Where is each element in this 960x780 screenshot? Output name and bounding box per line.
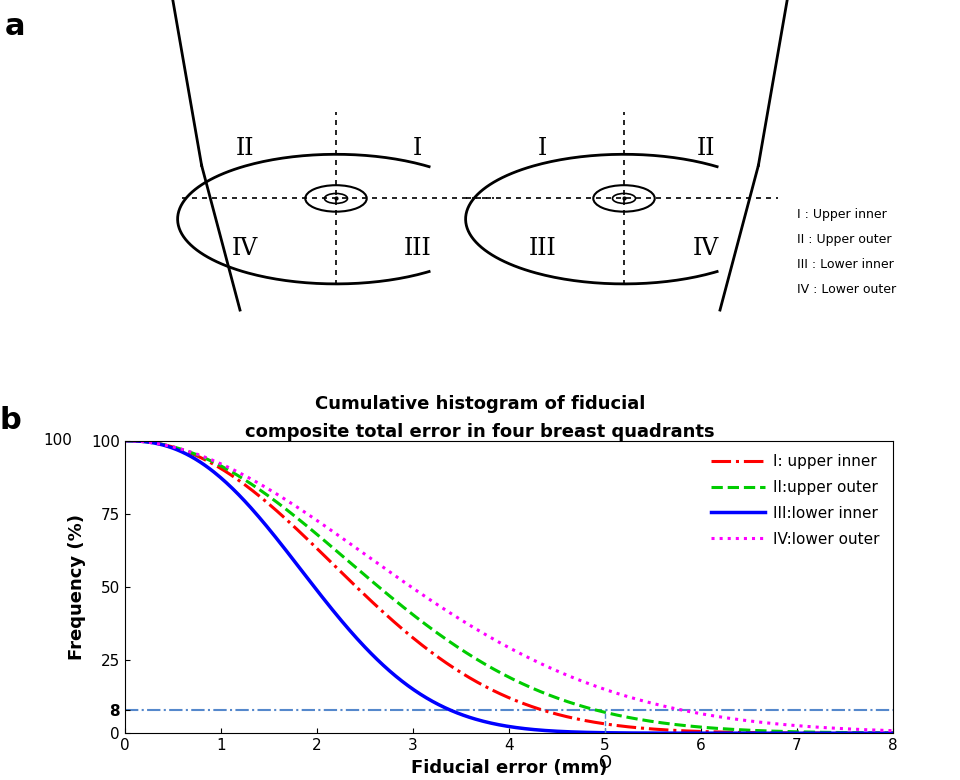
Line: I: upper inner: I: upper inner: [125, 441, 893, 733]
IV:lower outer: [484, 633, 495, 642]
IV:lower outer: [869, 725, 880, 735]
Text: III: III: [404, 236, 431, 260]
II:upper outer: [489, 665, 500, 674]
I: upper inner: (8, 0.00622): upper inner: (8, 0.00622): [887, 729, 899, 738]
Text: III: III: [529, 236, 556, 260]
Line: IV:lower outer: IV:lower outer: [125, 441, 893, 731]
Text: II: II: [696, 137, 715, 161]
Text: I: I: [413, 137, 422, 161]
Text: I : Upper inner: I : Upper inner: [797, 208, 886, 222]
I: upper inner: (4.76, 4.54): upper inner: (4.76, 4.54): [576, 715, 588, 725]
Text: b: b: [0, 406, 22, 434]
Text: composite total error in four breast quadrants: composite total error in four breast qua…: [245, 423, 715, 441]
III:lower inner: [535, 725, 546, 735]
Text: IV: IV: [692, 236, 719, 260]
I: upper inner: (3.8, 15.2): upper inner: (3.8, 15.2): [484, 684, 495, 693]
II:upper outer: [749, 725, 760, 735]
Line: III:lower inner: III:lower inner: [125, 441, 893, 733]
II:upper outer: [535, 687, 546, 697]
III:lower inner: [489, 719, 500, 729]
IV:lower outer: [576, 676, 588, 686]
Text: II: II: [235, 137, 254, 161]
I: upper inner: (0, 100): upper inner: (0, 100): [119, 436, 131, 445]
I: upper inner: (6.56, 0.192): upper inner: (6.56, 0.192): [749, 728, 760, 737]
I: upper inner: (3.85, 14.4): upper inner: (3.85, 14.4): [489, 686, 500, 696]
Text: I: I: [538, 137, 547, 161]
III:lower inner: [576, 728, 588, 737]
Text: a: a: [5, 12, 25, 41]
II:upper outer: [887, 729, 899, 738]
III:lower inner: [887, 729, 899, 738]
II:upper outer: [869, 729, 880, 738]
III:lower inner: [484, 718, 495, 728]
III:lower inner: [869, 729, 880, 738]
Text: O: O: [598, 753, 612, 771]
Text: II : Upper outer: II : Upper outer: [797, 233, 891, 246]
Text: 100: 100: [43, 433, 72, 448]
Text: IV : Lower outer: IV : Lower outer: [797, 283, 896, 296]
IV:lower outer: [887, 726, 899, 736]
II:upper outer: [119, 436, 131, 445]
III:lower inner: [119, 436, 131, 445]
Text: III : Lower inner: III : Lower inner: [797, 258, 894, 271]
Text: Cumulative histogram of fiducial: Cumulative histogram of fiducial: [315, 395, 645, 413]
Line: II:upper outer: II:upper outer: [125, 441, 893, 733]
Text: IV: IV: [231, 236, 258, 260]
I: upper inner: (4.33, 8.14): upper inner: (4.33, 8.14): [535, 704, 546, 714]
II:upper outer: [484, 662, 495, 672]
IV:lower outer: [535, 658, 546, 668]
Legend: I: upper inner, II:upper outer, III:lower inner, IV:lower outer: I: upper inner, II:upper outer, III:lowe…: [706, 448, 885, 553]
II:upper outer: [576, 701, 588, 711]
X-axis label: Fiducial error (mm): Fiducial error (mm): [411, 759, 607, 777]
Y-axis label: Frequency (%): Frequency (%): [67, 514, 85, 660]
IV:lower outer: [119, 436, 131, 445]
III:lower inner: [749, 729, 760, 738]
I: upper inner: (7.81, 0.0103): upper inner: (7.81, 0.0103): [869, 729, 880, 738]
IV:lower outer: [489, 635, 500, 644]
IV:lower outer: [749, 717, 760, 726]
